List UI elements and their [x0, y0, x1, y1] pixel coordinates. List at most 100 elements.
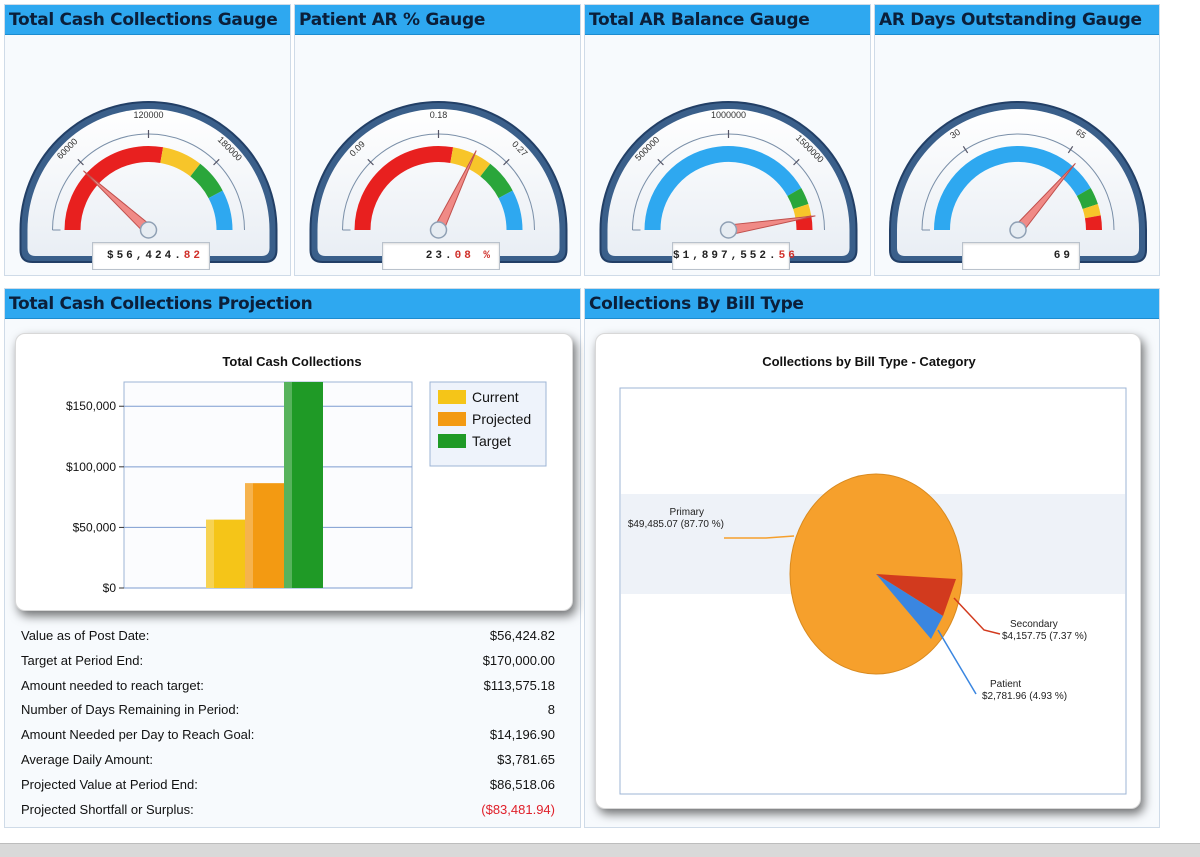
- gauge-dial: 30 65: [889, 101, 1147, 263]
- pie-label-name: Primary: [670, 507, 704, 518]
- gauge-hub: [429, 221, 448, 239]
- gauge-tick: [793, 158, 800, 166]
- gauge-readout: 23.08 %: [382, 242, 500, 270]
- gauge-tick: [367, 158, 374, 166]
- projection-panel: Total Cash Collections Projection Total …: [4, 288, 581, 828]
- gauge-band-segment: [793, 204, 812, 219]
- stat-row: Projected Value at Period End: $86,518.06: [21, 773, 555, 797]
- pie-chart: Collections by Bill Type - Category Prima…: [619, 354, 1127, 795]
- stat-row: Amount Needed per Day to Reach Goal: $14,…: [21, 723, 555, 747]
- gauge-panel-cash: Total Cash Collections Gauge 60000 120000…: [4, 4, 291, 276]
- gauge-tick-label: 0.18: [430, 110, 448, 120]
- gauge-band-segment: [208, 190, 233, 231]
- y-tick-label: $100,000: [66, 460, 116, 474]
- gauge-panel-ar-days: AR Days Outstanding Gauge 30 65 69: [874, 4, 1160, 276]
- y-tick-label: $0: [103, 581, 117, 595]
- chart-title: Total Cash Collections: [222, 354, 361, 369]
- gauge-tick-label: 120000: [133, 110, 163, 120]
- stat-row: Average Daily Amount: $3,781.65: [21, 748, 555, 772]
- panel-title: Patient AR % Gauge: [299, 10, 486, 30]
- gauge-band-segment: [190, 163, 223, 199]
- gauge-tick: [962, 145, 969, 154]
- gauge-tick-label: 1000000: [711, 110, 746, 120]
- chart-title: Collections by Bill Type - Category: [762, 354, 976, 369]
- bar-highlight: [206, 519, 214, 588]
- legend-swatch: [438, 434, 466, 448]
- stat-label: Number of Days Remaining in Period:: [21, 702, 240, 718]
- pie-chart-card: Collections by Bill Type - Category Prima…: [595, 333, 1141, 809]
- gauge-readout: 69: [962, 242, 1080, 270]
- gauge-dial: 0.090.180.27: [309, 101, 568, 263]
- pie-label-value: $49,485.07 (87.70 %): [628, 519, 724, 530]
- gauge-tick: [1067, 145, 1074, 154]
- bar-highlight: [284, 382, 292, 588]
- panel-header: Total Cash Collections Projection: [5, 289, 580, 319]
- leader-patient: [937, 629, 977, 695]
- gauge-panel-patient-ar: Patient AR % Gauge 0.09 0.18 0.27 23.08 %: [294, 4, 581, 276]
- panel-title: Total AR Balance Gauge: [589, 10, 810, 30]
- panel-title: Total Cash Collections Gauge: [9, 10, 278, 30]
- gauge-band-segment: [934, 146, 1091, 231]
- legend-label: Projected: [472, 411, 531, 427]
- gauge-scale-line: [921, 133, 1115, 231]
- pie-slice-patient: [876, 574, 943, 639]
- gauge-band-segment: [354, 146, 454, 231]
- stat-value: $14,196.90: [489, 727, 555, 743]
- gauge-tick-label: 30: [948, 127, 962, 141]
- gauge-band-segment: [498, 190, 523, 231]
- stat-label: Target at Period End:: [21, 652, 144, 668]
- billtype-panel: Collections By Bill Type Collections by …: [584, 288, 1160, 828]
- panel-header: Total Cash Collections Gauge: [5, 5, 290, 35]
- panel-header: Collections By Bill Type: [585, 289, 1159, 319]
- pie-label-name: Patient: [990, 679, 1021, 690]
- panel-header: Patient AR % Gauge: [295, 5, 580, 35]
- pie-label-value: $2,781.96 (4.93 %): [982, 691, 1067, 702]
- leader-primary: [724, 535, 795, 539]
- stat-value: $56,424.82: [489, 628, 555, 643]
- stat-row: Amount needed to reach target: $113,575.1…: [21, 674, 555, 698]
- gauge-band-segment: [450, 147, 491, 177]
- panel-header: Total AR Balance Gauge: [585, 5, 870, 35]
- y-tick-label: $50,000: [73, 520, 117, 534]
- stat-row: Projected Shortfall or Surplus: ($83,481.…: [21, 798, 555, 822]
- stat-label: Value as of Post Date:: [21, 628, 150, 643]
- gauge-band-segment: [1076, 188, 1098, 210]
- gauge-band-segment: [480, 163, 513, 199]
- bar-chart-card: Total Cash Collections $0 $50,000 $100,000 $…: [15, 333, 573, 611]
- stat-value: ($83,481.94): [481, 801, 555, 817]
- stat-label: Projected Value at Period End:: [21, 776, 198, 792]
- panel-title: Collections By Bill Type: [589, 294, 804, 314]
- leader-secondary: [953, 597, 1001, 635]
- bar-target: [284, 382, 323, 588]
- stat-value: $170,000.00: [482, 652, 555, 668]
- legend-label: Current: [472, 389, 519, 405]
- stat-row: Number of Days Remaining in Period: 8: [21, 698, 555, 722]
- gauge-band-segment: [160, 147, 201, 177]
- panel-title: AR Days Outstanding Gauge: [879, 10, 1142, 30]
- gauge-band-segment: [64, 146, 164, 231]
- stat-label: Amount needed to reach target:: [21, 677, 204, 693]
- legend-label: Target: [472, 433, 511, 449]
- legend-swatch: [438, 412, 466, 426]
- pie-label-name: Secondary: [1010, 619, 1058, 630]
- stat-label: Average Daily Amount:: [21, 752, 153, 767]
- stat-value: $113,575.18: [483, 677, 555, 693]
- gauge-face: [897, 109, 1139, 256]
- gauge-band-segment: [1084, 215, 1102, 231]
- stat-label: Amount Needed per Day to Reach Goal:: [21, 727, 255, 743]
- gauge-tick-label: 65: [1074, 127, 1088, 141]
- stat-row: Value as of Post Date: $56,424.82: [21, 624, 555, 648]
- gauge-band-segment: [1082, 204, 1101, 219]
- gauge-tick: [213, 158, 220, 166]
- gauge-tick: [77, 158, 84, 166]
- gauge-face: [27, 109, 270, 256]
- pie-slice-secondary: [876, 574, 956, 616]
- legend-swatch: [438, 390, 466, 404]
- bar-chart: Total Cash Collections $0 $50,000 $100,000 $…: [66, 354, 547, 595]
- gauge-face: [317, 109, 560, 256]
- status-bar: [0, 843, 1200, 857]
- bar-current: [206, 519, 245, 588]
- panel-header: AR Days Outstanding Gauge: [875, 5, 1159, 35]
